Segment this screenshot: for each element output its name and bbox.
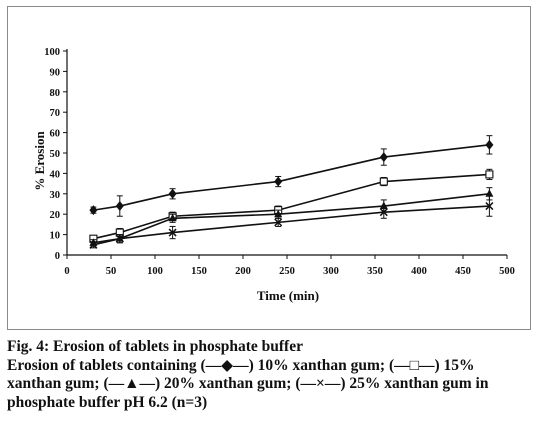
data-point: [379, 177, 388, 186]
y-tick-label: 20: [50, 210, 61, 221]
data-point: [168, 188, 177, 199]
data-point: [115, 234, 124, 243]
data-point: [379, 201, 388, 210]
y-tick-label: 10: [50, 231, 61, 242]
erosion-chart: 0 10 20 30 40 50 60 70 80 90 100 0 50 100 150 200 250 30…: [32, 47, 515, 303]
series-line: [93, 173, 490, 240]
series-line: [93, 205, 490, 246]
series-triangle: [89, 187, 494, 247]
y-tick-label: 0: [55, 251, 60, 262]
y-tick-label: 40: [50, 169, 61, 180]
y-axis-label: % Erosion: [32, 131, 47, 191]
data-point: [485, 189, 494, 197]
chart-frame: 0 10 20 30 40 50 60 70 80 90 100 0 50 100 150 200 250 30…: [7, 6, 531, 330]
x-tick-label: 0: [64, 266, 69, 277]
x-tick-label: 200: [235, 266, 251, 277]
data-point: [485, 170, 494, 179]
caption-title: Fig. 4: Erosion of tablets in phosphate …: [7, 338, 303, 355]
x-tick-label: 400: [411, 266, 427, 277]
y-tick-label: 50: [50, 149, 61, 160]
data-point: [485, 202, 494, 211]
y-axis-ticks: 0 10 20 30 40 50 60 70 80 90 100: [44, 47, 67, 262]
x-tick-label: 100: [147, 266, 163, 277]
data-point: [379, 152, 388, 163]
data-point: [115, 201, 124, 212]
x-tick-label: 250: [279, 266, 295, 277]
x-axis-label: Time (min): [257, 288, 319, 303]
y-tick-label: 30: [50, 190, 61, 201]
x-axis-ticks: 0 50 100 150 200 250 300 350 400 450 500: [64, 255, 515, 277]
axes: [66, 49, 507, 256]
series-line: [93, 144, 490, 211]
y-tick-label: 70: [50, 108, 61, 119]
data-point: [168, 228, 177, 237]
caption-line: Erosion of tablets containing (—◆—) 10% …: [7, 356, 475, 374]
x-tick-label: 500: [499, 266, 515, 277]
series-cross: [89, 195, 494, 249]
y-tick-label: 100: [44, 47, 60, 58]
x-tick-label: 300: [323, 266, 339, 277]
y-tick-label: 90: [50, 67, 61, 78]
x-tick-label: 450: [455, 266, 471, 277]
series-square-open: [89, 168, 494, 243]
data-point: [274, 209, 283, 218]
data-point: [274, 176, 283, 187]
data-point: [89, 240, 98, 249]
series-diamond: [89, 135, 494, 217]
data-point: [379, 208, 388, 217]
data-point: [168, 213, 177, 222]
figure-caption: Fig. 4: Erosion of tablets in phosphate …: [7, 338, 537, 412]
data-point: [274, 218, 283, 227]
data-point: [89, 205, 98, 216]
caption-line: phosphate buffer pH 6.2 (n=3): [7, 393, 208, 411]
caption-line: xanthan gum; (—▲—) 20% xanthan gum; (—×—…: [7, 375, 489, 392]
x-tick-label: 150: [191, 266, 207, 277]
data-point: [485, 139, 494, 150]
y-tick-label: 60: [50, 129, 61, 140]
x-tick-label: 350: [367, 266, 383, 277]
plot-area: [89, 135, 494, 249]
x-tick-label: 50: [106, 266, 117, 277]
y-tick-label: 80: [50, 88, 61, 99]
